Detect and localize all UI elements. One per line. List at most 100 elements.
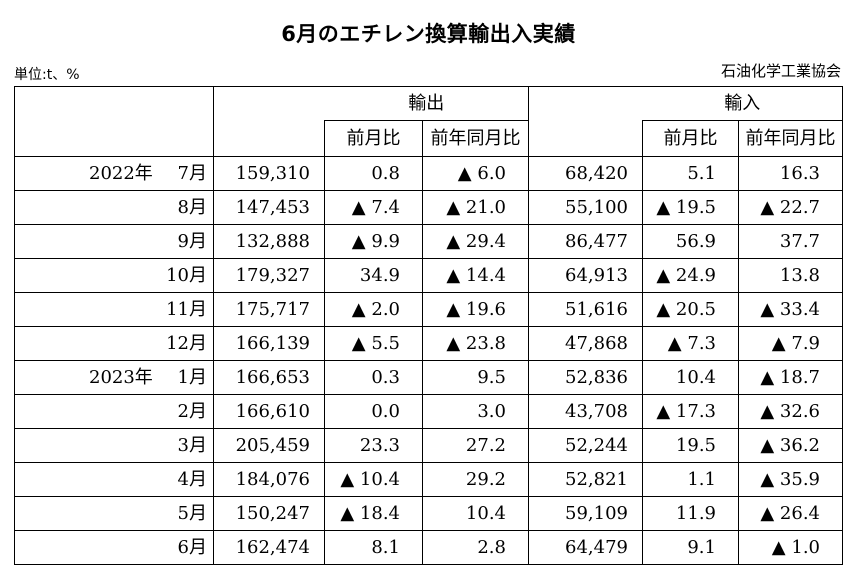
export-yoy-cell: ▲ 29.4 xyxy=(422,224,529,259)
export-volume-cell: 205,459 xyxy=(213,428,325,463)
import-mom-cell: 19.5 xyxy=(642,428,739,463)
import-yoy-cell: ▲ 26.4 xyxy=(738,496,843,531)
table-row: 6月 162,474 8.1 2.8 64,479 9.1 ▲ 1.0 xyxy=(14,530,843,565)
period-month: 3月 xyxy=(177,435,207,456)
import-volume-cell: 51,616 xyxy=(528,292,643,327)
import-volume-cell: 86,477 xyxy=(528,224,643,259)
export-mom-cell: ▲ 9.9 xyxy=(324,224,423,259)
table-row: 3月 205,459 23.3 27.2 52,244 19.5 ▲ 36.2 xyxy=(14,428,843,463)
table-row: 11月 175,717 ▲ 2.0 ▲ 19.6 51,616 ▲ 20.5 ▲ 33.4 xyxy=(14,292,843,327)
import-yoy-cell: ▲ 22.7 xyxy=(738,190,843,225)
export-yoy-cell: ▲ 14.4 xyxy=(422,258,529,293)
header-row-1: 輸出 輸入 xyxy=(14,86,843,121)
import-mom-cell: 10.4 xyxy=(642,360,739,395)
period-month: 9月 xyxy=(177,231,207,252)
table-row: 2023年 1月 166,653 0.3 9.5 52,836 10.4 ▲ 18.7 xyxy=(14,360,843,395)
export-yoy-cell: 2.8 xyxy=(422,530,529,565)
import-yoy-cell: 16.3 xyxy=(738,156,843,191)
import-mom-cell: 11.9 xyxy=(642,496,739,531)
header-import-blank xyxy=(528,86,643,121)
page-title: 6月のエチレン換算輸出入実績 xyxy=(281,22,576,46)
header-export: 輸出 xyxy=(324,86,529,121)
export-volume-cell: 132,888 xyxy=(213,224,325,259)
import-volume-cell: 47,868 xyxy=(528,326,643,361)
import-volume-cell: 59,109 xyxy=(528,496,643,531)
export-yoy-cell: 27.2 xyxy=(422,428,529,463)
export-mom-cell: 0.3 xyxy=(324,360,423,395)
export-yoy-cell: 29.2 xyxy=(422,462,529,497)
period-month: 6月 xyxy=(177,537,207,558)
export-mom-cell: ▲ 10.4 xyxy=(324,462,423,497)
import-yoy-cell: ▲ 1.0 xyxy=(738,530,843,565)
period-cell: 2月 xyxy=(14,394,214,429)
period-cell: 8月 xyxy=(14,190,214,225)
period-month: 1月 xyxy=(177,367,207,388)
table-row: 5月 150,247 ▲ 18.4 10.4 59,109 11.9 ▲ 26.4 xyxy=(14,496,843,531)
import-yoy-cell: ▲ 32.6 xyxy=(738,394,843,429)
table-row: 8月 147,453 ▲ 7.4 ▲ 21.0 55,100 ▲ 19.5 ▲ 22.7 xyxy=(14,190,843,225)
period-month: 12月 xyxy=(166,333,207,354)
import-mom-cell: ▲ 17.3 xyxy=(642,394,739,429)
export-yoy-cell: 3.0 xyxy=(422,394,529,429)
period-month: 11月 xyxy=(166,299,207,320)
period-cell: 11月 xyxy=(14,292,214,327)
export-volume-cell: 147,453 xyxy=(213,190,325,225)
period-month: 2月 xyxy=(177,401,207,422)
import-volume-cell: 43,708 xyxy=(528,394,643,429)
export-mom-cell: ▲ 18.4 xyxy=(324,496,423,531)
header-export-mom: 前月比 xyxy=(324,120,423,157)
source-label: 石油化学工業協会 xyxy=(720,62,841,80)
import-mom-cell: 9.1 xyxy=(642,530,739,565)
period-cell: 2023年 1月 xyxy=(14,360,214,395)
export-yoy-cell: 9.5 xyxy=(422,360,529,395)
import-mom-cell: 5.1 xyxy=(642,156,739,191)
period-month: 5月 xyxy=(177,503,207,524)
table-row: 9月 132,888 ▲ 9.9 ▲ 29.4 86,477 56.9 37.7 xyxy=(14,224,843,259)
header-export-volume xyxy=(213,120,325,157)
import-yoy-cell: 13.8 xyxy=(738,258,843,293)
export-yoy-cell: ▲ 21.0 xyxy=(422,190,529,225)
import-yoy-cell: ▲ 33.4 xyxy=(738,292,843,327)
export-mom-cell: 0.0 xyxy=(324,394,423,429)
import-yoy-cell: ▲ 7.9 xyxy=(738,326,843,361)
export-volume-cell: 162,474 xyxy=(213,530,325,565)
import-volume-cell: 55,100 xyxy=(528,190,643,225)
header-corner-lower xyxy=(14,120,214,157)
period-cell: 4月 xyxy=(14,462,214,497)
import-volume-cell: 64,479 xyxy=(528,530,643,565)
header-export-yoy: 前年同月比 xyxy=(422,120,529,157)
period-month: 10月 xyxy=(166,265,207,286)
export-yoy-cell: ▲ 23.8 xyxy=(422,326,529,361)
export-yoy-cell: 10.4 xyxy=(422,496,529,531)
trade-table: 輸出 輸入 前月比 前年同月比 前月比 前年同月比 2022年 7月 159,310… xyxy=(14,86,843,565)
import-mom-cell: 1.1 xyxy=(642,462,739,497)
period-month: 4月 xyxy=(177,469,207,490)
export-mom-cell: ▲ 7.4 xyxy=(324,190,423,225)
header-corner xyxy=(14,86,214,121)
export-volume-cell: 175,717 xyxy=(213,292,325,327)
import-mom-cell: ▲ 24.9 xyxy=(642,258,739,293)
import-yoy-cell: ▲ 35.9 xyxy=(738,462,843,497)
period-cell: 6月 xyxy=(14,530,214,565)
table-row: 10月 179,327 34.9 ▲ 14.4 64,913 ▲ 24.9 13.8 xyxy=(14,258,843,293)
period-cell: 5月 xyxy=(14,496,214,531)
import-volume-cell: 52,836 xyxy=(528,360,643,395)
import-yoy-cell: 37.7 xyxy=(738,224,843,259)
period-cell: 12月 xyxy=(14,326,214,361)
import-volume-cell: 52,244 xyxy=(528,428,643,463)
period-year: 2022年 xyxy=(89,163,153,184)
table-row: 4月 184,076 ▲ 10.4 29.2 52,821 1.1 ▲ 35.9 xyxy=(14,462,843,497)
header-export-blank xyxy=(213,86,325,121)
header-import-volume xyxy=(528,120,643,157)
header-import: 輸入 xyxy=(642,86,843,121)
export-mom-cell: ▲ 5.5 xyxy=(324,326,423,361)
export-mom-cell: ▲ 2.0 xyxy=(324,292,423,327)
period-year: 2023年 xyxy=(89,367,153,388)
period-cell: 10月 xyxy=(14,258,214,293)
export-mom-cell: 23.3 xyxy=(324,428,423,463)
export-mom-cell: 0.8 xyxy=(324,156,423,191)
table-row: 12月 166,139 ▲ 5.5 ▲ 23.8 47,868 ▲ 7.3 ▲ 7.9 xyxy=(14,326,843,361)
header-import-mom: 前月比 xyxy=(642,120,739,157)
header-import-yoy: 前年同月比 xyxy=(738,120,843,157)
export-volume-cell: 166,139 xyxy=(213,326,325,361)
